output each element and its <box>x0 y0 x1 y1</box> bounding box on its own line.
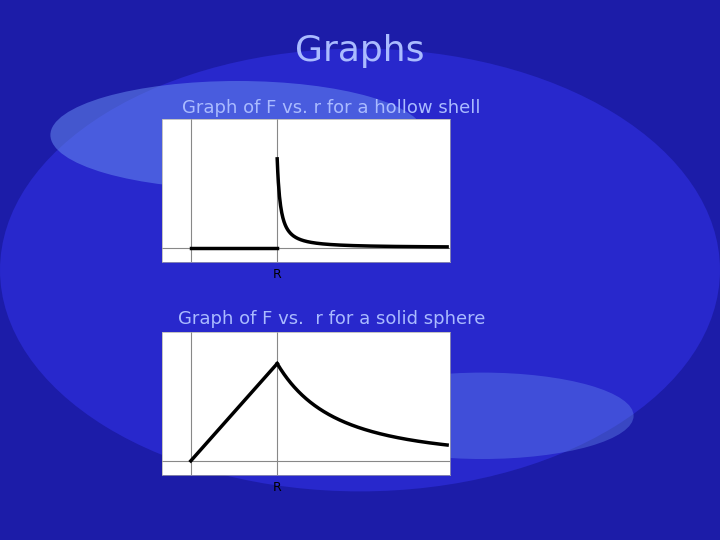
Ellipse shape <box>331 373 634 459</box>
Ellipse shape <box>0 49 720 491</box>
Text: R: R <box>273 268 282 281</box>
Text: Graph of F vs.  r for a solid sphere: Graph of F vs. r for a solid sphere <box>178 309 485 328</box>
Text: Graph of F vs. r for a hollow shell: Graph of F vs. r for a hollow shell <box>182 99 480 117</box>
Ellipse shape <box>50 81 425 189</box>
Text: R: R <box>273 481 282 494</box>
Text: Graphs: Graphs <box>295 35 425 68</box>
